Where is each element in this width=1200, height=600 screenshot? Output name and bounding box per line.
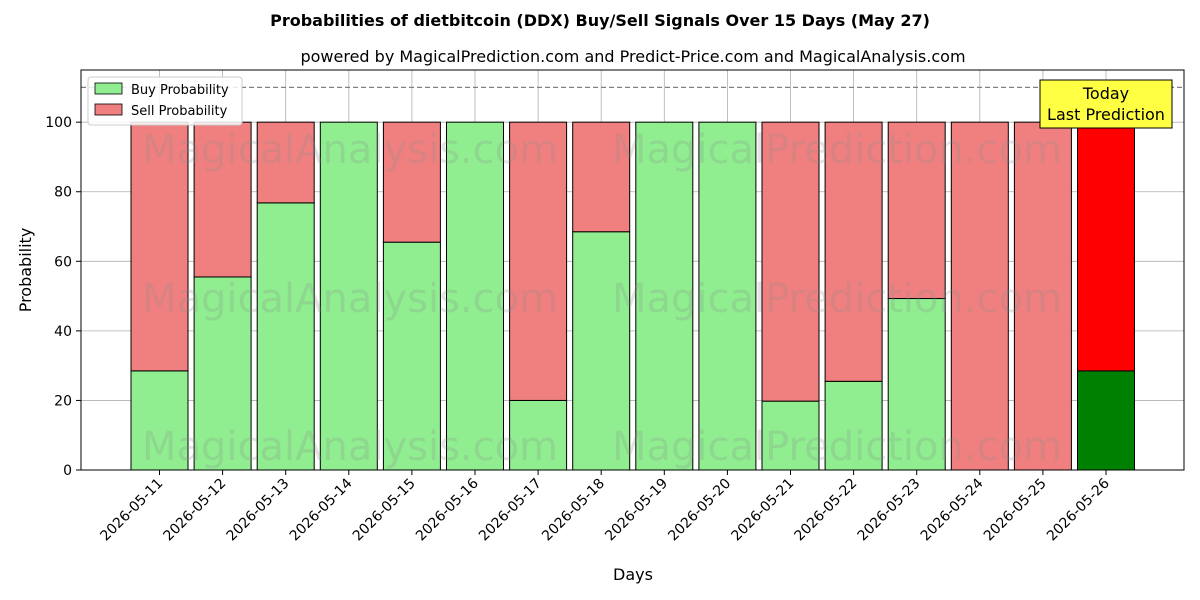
y-tick-label: 0 (63, 463, 72, 479)
bar-sell (509, 121, 568, 401)
chart-title: Probabilities of dietbitcoin (DDX) Buy/S… (270, 11, 930, 30)
watermark-text: MagicalAnalysis.com (142, 127, 558, 173)
bar-sell (572, 121, 631, 233)
bar-sell (761, 121, 820, 402)
chart-subtitle: powered by MagicalPrediction.com and Pre… (300, 47, 965, 66)
bar-sell (382, 121, 441, 243)
y-tick-label: 40 (54, 324, 72, 340)
x-axis-label: Days (613, 565, 653, 584)
bar-buy (887, 298, 946, 471)
today-annotation-line2: Last Prediction (1047, 105, 1165, 124)
y-tick-label: 80 (54, 185, 72, 201)
today-annotation: Today Last Prediction (1039, 79, 1173, 129)
bar-buy (824, 380, 883, 471)
bar-sell (1013, 121, 1072, 471)
y-tick-label: 100 (45, 115, 72, 131)
bar-buy (761, 400, 820, 471)
legend-sell-label: Sell Probability (131, 104, 228, 119)
watermark-text: MagicalPrediction.com (612, 127, 1062, 173)
y-axis-ticks: 0 20 40 60 80 100 (45, 115, 81, 479)
watermark-text: MagicalAnalysis.com (142, 276, 558, 322)
legend: Buy Probability Sell Probability (87, 76, 243, 126)
bar-sell (887, 121, 946, 300)
watermark-text: MagicalAnalysis.com (142, 424, 558, 470)
bar-buy (319, 121, 378, 471)
watermarks: MagicalAnalysis.com MagicalPrediction.com… (142, 127, 1062, 470)
watermark-text: MagicalPrediction.com (612, 276, 1062, 322)
bar-sell (824, 121, 883, 382)
watermark-text: MagicalPrediction.com (612, 424, 1062, 470)
plot-frame (80, 69, 1185, 471)
legend-box (87, 76, 243, 126)
bar-buy (1077, 370, 1135, 471)
y-axis-label: Probability (16, 228, 35, 313)
legend-buy-swatch (94, 82, 123, 95)
legend-buy-label: Buy Probability (131, 83, 229, 98)
bar-sell (950, 121, 1009, 471)
bar-buy (382, 241, 441, 471)
today-annotation-box (1039, 79, 1173, 129)
bar-buy (635, 121, 694, 471)
bar-buy (256, 202, 315, 471)
y-tick-label: 60 (54, 254, 72, 270)
bar-sell (130, 121, 189, 372)
bar-sell (193, 121, 252, 278)
bar-sell (1077, 121, 1135, 372)
bar-buy (698, 121, 757, 471)
y-tick-label: 20 (54, 393, 72, 409)
bars (130, 121, 1135, 471)
bar-sell (256, 121, 315, 204)
today-annotation-line1: Today (1082, 84, 1129, 103)
legend-sell-swatch (94, 103, 123, 116)
bar-buy (572, 231, 631, 471)
